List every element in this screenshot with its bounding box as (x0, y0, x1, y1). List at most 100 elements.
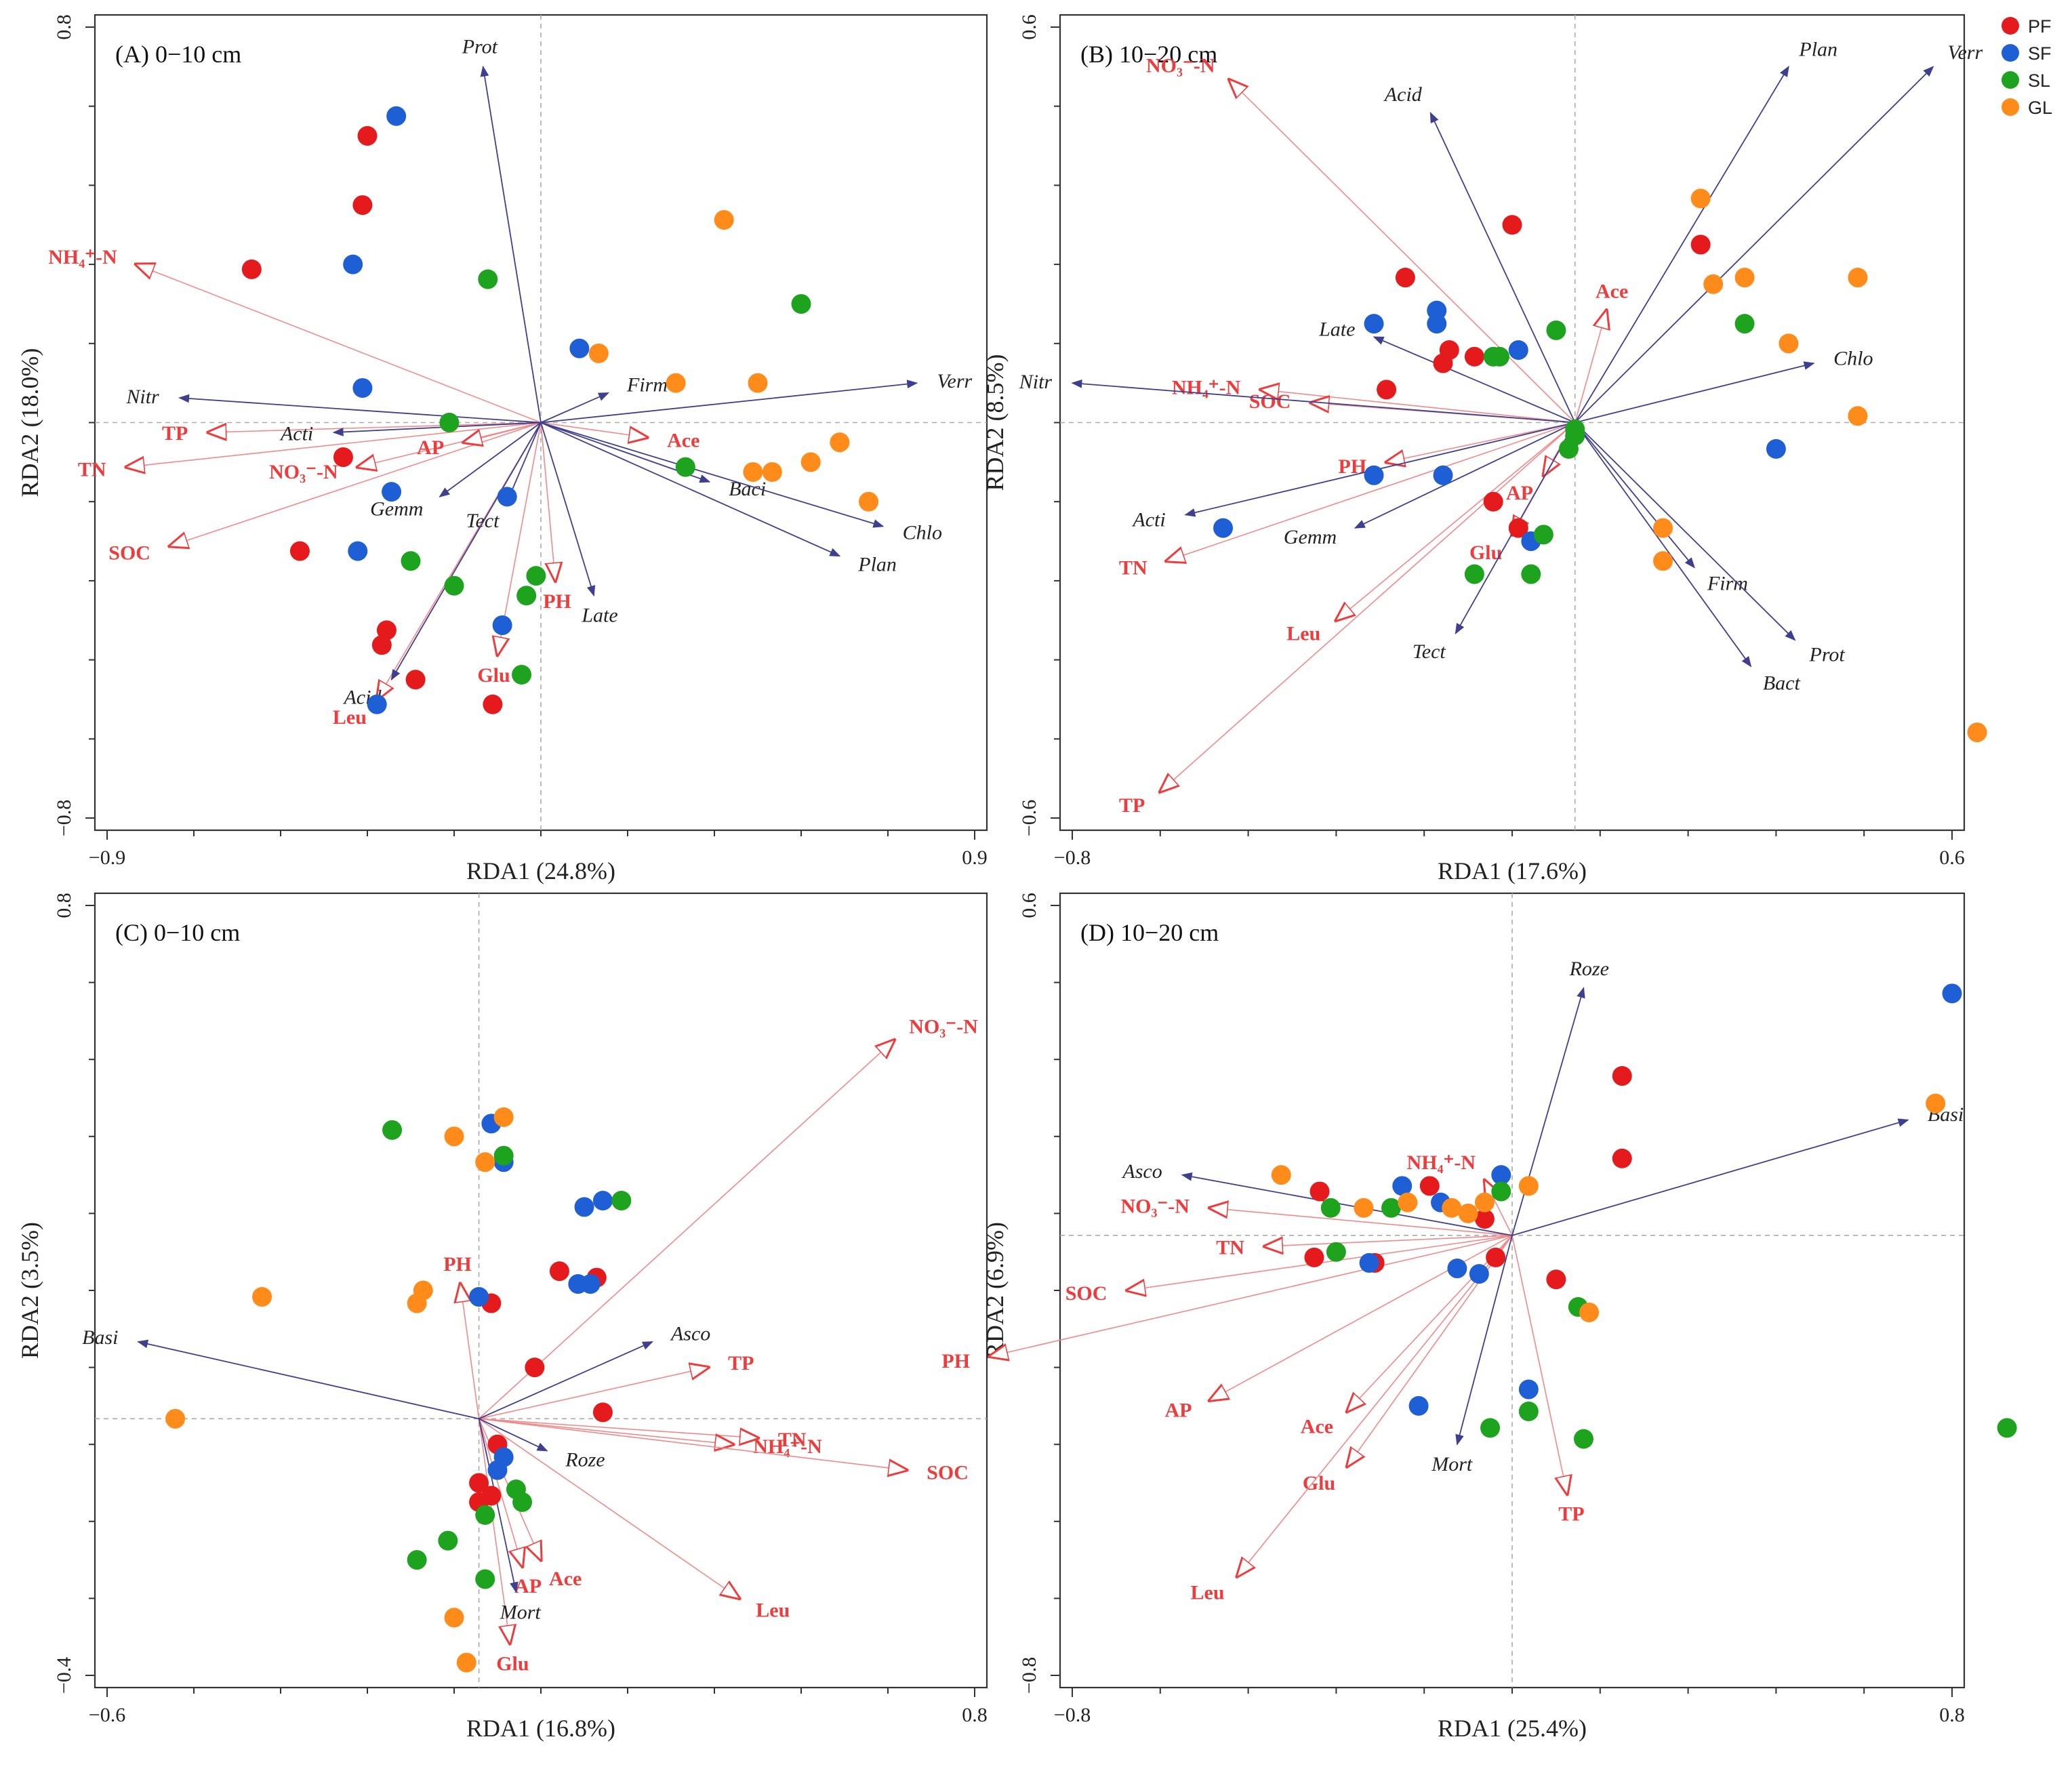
p3-env-label-tn: TN (778, 1429, 807, 1451)
p3-env-arrow-soc (479, 1418, 907, 1470)
p3-point-pf (469, 1473, 489, 1493)
p3-env-arrow-no-n (479, 1040, 895, 1419)
p3-point-pf (525, 1358, 545, 1378)
p3-panel-title: (C) 0−10 cm (115, 919, 240, 946)
p2-species-arrow-gemm (1354, 422, 1576, 529)
p4-env-label-ph: PH (941, 1350, 970, 1372)
p4-species-arrow-mort (1455, 1235, 1513, 1446)
p1-xtick-label-min: −0.9 (89, 846, 125, 869)
p3-point-gl (444, 1126, 464, 1147)
p3-y-axis-label: RDA2 (3.5%) (16, 1222, 43, 1359)
p2-point-pf (1508, 518, 1528, 538)
p1-env-arrow-nh-n (136, 264, 542, 424)
p1-point-sf (352, 378, 373, 398)
p3-env-arrow-ap (478, 1419, 523, 1566)
p2-point-sl (1521, 564, 1541, 584)
p4-env-arrow-nh-n (1484, 1181, 1513, 1236)
p2-species-arrow-chlo (1575, 361, 1815, 424)
p2-species-label-plan: Plan (1798, 39, 1837, 61)
p1-env-label-ace: Ace (667, 430, 699, 452)
p4-species-arrow-roze (1511, 987, 1585, 1236)
p2-env-label-ap: AP (1506, 482, 1533, 504)
p3-point-sf (580, 1274, 601, 1294)
p3-point-sl (407, 1550, 427, 1570)
p1-point-sf (367, 694, 387, 714)
p1-point-gl (762, 462, 782, 482)
panel-p3: −0.6 0.8 0.8 −0.4 RDA1 (16.8%) RDA2 (3.5%) (C)… (16, 892, 988, 1742)
p1-species-arrow-acid (390, 422, 542, 681)
p1-env-arrow-ap (464, 422, 542, 443)
p2-point-gl (1967, 722, 1987, 743)
p2-point-sf (1364, 465, 1384, 485)
panel-p4: −0.8 0.8 0.6 −0.8 RDA1 (25.4%) RDA2 (6.9%) (D)… (941, 892, 2017, 1742)
p2-env-label-leu: Leu (1286, 622, 1320, 645)
p2-env-arrow-no-n (1230, 80, 1576, 424)
p4-point-sf (1518, 1379, 1539, 1400)
p2-env-arrow-ace (1574, 310, 1606, 423)
p1-point-sl (444, 575, 464, 596)
p1-point-pf (352, 195, 373, 216)
p1-env-label-soc: SOC (108, 542, 150, 564)
p4-point-sl (1997, 1418, 2017, 1438)
p1-point-sf (497, 487, 517, 507)
p2-env-label-no-n: NO₃⁻-N (1146, 55, 1215, 77)
p3-xtick-label-min: −0.6 (89, 1704, 125, 1726)
p2-point-pf (1433, 353, 1453, 373)
p4-point-gl (1579, 1302, 1600, 1322)
p3-point-pf (549, 1261, 569, 1282)
p2-species-label-verr: Verr (1947, 41, 1983, 64)
p1-point-gl (714, 209, 734, 230)
p1-env-label-nh-n: NH₄⁺-N (48, 246, 117, 268)
p3-plot-frame (94, 892, 988, 1689)
p1-point-sl (526, 566, 546, 586)
p1-point-sl (401, 551, 421, 571)
p3-env-arrow-leu (479, 1418, 739, 1598)
p3-point-sl (493, 1145, 514, 1166)
p1-panel-title: (A) 0−10 cm (115, 41, 241, 68)
p4-point-pf (1419, 1176, 1440, 1196)
p1-env-label-leu: Leu (333, 706, 367, 729)
p1-species-arrow-chlo (540, 422, 885, 528)
p2-env-arrow-ph (1387, 422, 1575, 462)
p4-species-arrow-asco (1181, 1172, 1513, 1236)
p1-species-label-late: Late (581, 604, 617, 626)
p4-point-pf (1474, 1209, 1495, 1229)
p2-species-label-prot: Prot (1809, 644, 1846, 666)
legend-label-pf: PF (2028, 16, 2052, 37)
p3-env-label-leu: Leu (756, 1599, 790, 1621)
p1-species-arrow-firm (540, 392, 610, 424)
p3-ytick-label-max: 0.8 (53, 893, 75, 918)
p4-env-arrow-tp (1511, 1235, 1567, 1494)
p3-species-label-mort: Mort (500, 1601, 542, 1623)
p3-point-gl (475, 1152, 495, 1172)
p2-env-arrow-tn (1166, 422, 1575, 561)
p2-point-gl (1653, 551, 1673, 571)
p4-env-arrow-ph (990, 1235, 1513, 1357)
p3-point-sf (469, 1286, 489, 1307)
p3-species-label-asco: Asco (670, 1323, 710, 1345)
p2-species-label-nitr: Nitr (1019, 371, 1053, 393)
p4-point-sl (1518, 1402, 1539, 1422)
p2-species-arrow-verr (1575, 66, 1934, 424)
p2-species-arrow-plan (1574, 65, 1789, 423)
p1-env-label-tp: TP (162, 422, 188, 445)
p1-species-arrow-late (540, 422, 596, 597)
p4-point-sl (1573, 1429, 1593, 1449)
p1-point-pf (357, 125, 378, 146)
p1-point-pf (483, 694, 503, 714)
p2-env-label-tn: TN (1119, 556, 1147, 579)
p1-species-label-plan: Plan (857, 554, 897, 576)
p1-species-label-acti: Acti (279, 423, 313, 445)
p4-point-sf (1408, 1395, 1429, 1416)
p1-point-pf (376, 620, 397, 640)
p3-point-gl (493, 1107, 514, 1127)
p2-point-gl (1848, 268, 1868, 288)
p3-point-sf (487, 1460, 508, 1480)
p2-point-pf (1377, 380, 1397, 400)
p1-point-gl (748, 373, 768, 393)
p3-env-label-ap: AP (514, 1575, 542, 1597)
p4-env-arrow-no-n (1210, 1208, 1513, 1236)
p3-point-gl (252, 1286, 272, 1307)
p4-xtick-label-min: −0.8 (1054, 1704, 1091, 1726)
p2-species-arrow-firm (1575, 422, 1695, 569)
